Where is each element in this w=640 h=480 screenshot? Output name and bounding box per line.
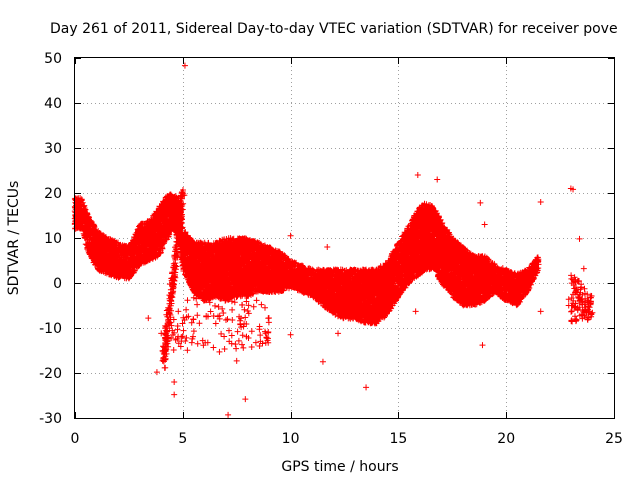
y-tick-label: 50 <box>44 51 62 67</box>
data-point <box>363 384 370 391</box>
data-point <box>479 342 486 349</box>
data-points-layer <box>71 62 596 418</box>
y-tick-label: 0 <box>53 276 62 292</box>
y-tick-label: 20 <box>44 186 62 202</box>
x-tick-label: 5 <box>178 431 187 447</box>
data-point <box>225 411 232 418</box>
data-point <box>181 62 188 69</box>
y-tick-label: 30 <box>44 141 62 157</box>
data-point <box>537 308 544 315</box>
y-tick-label: -20 <box>39 366 62 382</box>
data-point <box>565 296 572 303</box>
x-tick-label: 15 <box>389 431 407 447</box>
data-point <box>242 396 249 403</box>
y-tick-label: 10 <box>44 231 62 247</box>
x-tick-labels: 0 5 10 15 20 25 <box>71 431 623 447</box>
chart-title: Day 261 of 2011, Sidereal Day-to-day VTE… <box>50 21 618 37</box>
y-axis-label: SDTVAR / TECUs <box>6 181 22 296</box>
data-point <box>335 330 342 337</box>
data-point <box>324 244 331 250</box>
x-axis-label: GPS time / hours <box>281 459 398 475</box>
x-tick-label: 25 <box>605 431 623 447</box>
data-point <box>576 235 583 242</box>
data-point <box>434 176 441 183</box>
data-point <box>580 265 587 272</box>
y-tick-label: -30 <box>39 411 62 427</box>
data-point <box>477 199 484 206</box>
data-point <box>570 186 577 193</box>
data-point <box>171 379 178 385</box>
data-band-markers <box>71 187 596 371</box>
data-point <box>414 172 421 178</box>
x-tick-label: 10 <box>282 431 300 447</box>
data-point <box>145 315 152 322</box>
data-point <box>412 308 419 315</box>
plot-frame <box>74 57 615 419</box>
data-point <box>233 357 240 364</box>
y-tick-labels: -30 -20 -10 0 10 20 30 40 50 <box>39 51 62 427</box>
data-point <box>287 232 294 239</box>
data-point <box>319 358 326 365</box>
data-point <box>481 221 488 228</box>
data-point <box>216 348 223 355</box>
x-tick-label: 0 <box>71 431 80 447</box>
y-tick-label: 40 <box>44 96 62 112</box>
x-tick-label: 20 <box>497 431 515 447</box>
data-point <box>153 369 160 376</box>
y-tick-label: -10 <box>39 321 62 337</box>
data-point <box>171 391 178 398</box>
data-point <box>565 302 572 309</box>
data-point <box>287 331 294 338</box>
data-point <box>158 330 165 337</box>
data-point <box>537 199 544 205</box>
